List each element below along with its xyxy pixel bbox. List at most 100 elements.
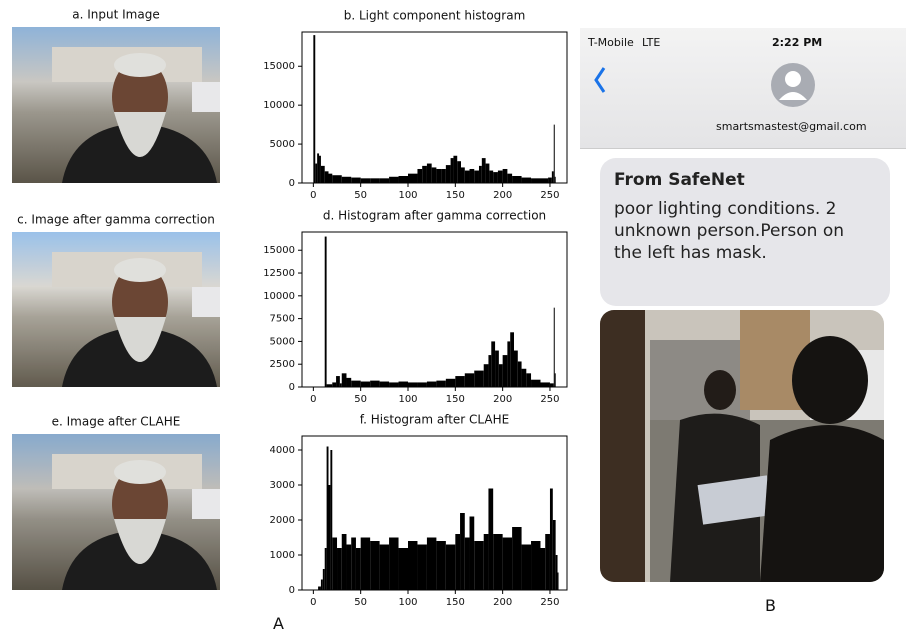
histogram-bar [455, 534, 461, 590]
histogram-bar [507, 341, 511, 387]
histogram-bar [346, 377, 352, 387]
message-text: poor lighting conditions. 2 unknown pers… [614, 199, 845, 263]
image-caption: c. Image after gamma correction [17, 213, 215, 227]
histogram-bar [554, 176, 556, 183]
sender: From SafeNet [614, 170, 745, 190]
image-caption: e. Image after CLAHE [52, 415, 181, 429]
histogram-bar [453, 155, 458, 183]
histogram-bar [346, 544, 352, 590]
histogram-bar [531, 178, 541, 183]
histogram-bar [408, 382, 418, 387]
person-beard [114, 112, 166, 157]
network: LTE [642, 36, 661, 49]
histogram-bar [502, 537, 513, 590]
histogram-bar [317, 153, 320, 183]
avatar-body [779, 92, 807, 100]
y-tick-label: 0 [289, 382, 295, 393]
histogram-bar [551, 171, 554, 183]
histogram-bar [322, 569, 325, 590]
car [192, 489, 220, 519]
histogram-bar [370, 178, 380, 183]
contact: smartsmastest@gmail.com [716, 120, 867, 133]
histogram-bar [464, 537, 470, 590]
histogram-bar [488, 488, 494, 590]
histogram-bar [485, 163, 490, 183]
histogram-bar [339, 383, 342, 387]
chart-title: b. Light component histogram [344, 9, 526, 23]
histogram-bar [341, 176, 352, 183]
histogram-bar [436, 541, 446, 590]
chart-title: f. Histogram after CLAHE [360, 413, 509, 427]
histogram-bar [326, 384, 333, 387]
y-tick-label: 1000 [270, 550, 295, 561]
histogram-bar [360, 537, 371, 590]
histogram-bar [320, 579, 323, 590]
histogram-bar [488, 355, 492, 387]
histogram-bar [531, 379, 541, 387]
panel-label: A [273, 614, 284, 633]
message-bubble: From SafeNet poor lighting conditions. 2… [600, 158, 890, 306]
histogram-bar [450, 158, 454, 183]
histogram-bar [474, 170, 479, 183]
histogram-bar [489, 170, 494, 183]
histogram-bar [360, 381, 371, 387]
histogram-bar [341, 534, 347, 590]
panel-label: B [765, 596, 776, 615]
histogram-bar [441, 168, 446, 183]
histogram-bar [330, 450, 333, 590]
y-tick-label: 12500 [263, 268, 295, 279]
histogram-bar [461, 167, 465, 183]
histogram-bar [497, 170, 503, 183]
y-tick-label: 3000 [270, 480, 295, 491]
histogram-bar [552, 520, 556, 590]
histogram-bar [332, 537, 338, 590]
y-tick-label: 0 [289, 585, 295, 596]
clock: 2:22 PM [772, 36, 823, 49]
message-header: T-Mobile LTE 2:22 PM smartsmastest@gmail… [580, 28, 906, 149]
header-icons [594, 63, 815, 107]
plot-frame [301, 231, 568, 388]
histogram-bar [545, 534, 550, 590]
histogram-bar [521, 368, 527, 387]
x-tick-label: 0 [310, 394, 316, 405]
histogram-bar [498, 364, 503, 387]
y-tick-label: 2500 [270, 359, 295, 370]
image-caption: a. Input Image [72, 8, 159, 22]
phone-screenshot: T-Mobile LTE 2:22 PM smartsmastest@gmail… [580, 28, 906, 590]
person-hair [114, 258, 166, 282]
person-beard [114, 317, 166, 362]
histogram-bar [328, 173, 333, 183]
histogram-bar [548, 177, 552, 183]
histogram-bar [370, 541, 380, 590]
histogram-bar [426, 537, 437, 590]
histogram-bar [512, 175, 522, 183]
histogram-bar [557, 572, 559, 590]
histogram-bar [512, 527, 522, 590]
histogram-bar [398, 175, 408, 183]
histogram-bar [493, 534, 503, 590]
histogram-bar [351, 177, 361, 183]
histogram-bar [324, 171, 329, 183]
histogram-bar [436, 380, 446, 387]
histogram-bar [521, 544, 532, 590]
histogram-bar [324, 548, 327, 590]
x-tick-label: 200 [493, 394, 512, 405]
histogram-bar [320, 165, 325, 183]
y-tick-label: 10000 [263, 291, 295, 302]
histogram-bar [319, 155, 321, 183]
back-arrow [594, 67, 606, 93]
histogram-bar [351, 537, 356, 590]
histogram-bar [315, 163, 318, 183]
histogram-bar [457, 161, 461, 183]
car [192, 82, 220, 112]
histogram-bar [332, 175, 342, 183]
histogram-bar [389, 537, 399, 590]
histogram-bar [417, 544, 427, 590]
histogram-bar [445, 544, 456, 590]
histogram-bar [422, 165, 427, 183]
y-tick-label: 10000 [263, 100, 295, 111]
histogram-bar [417, 382, 427, 387]
histogram-bar [555, 555, 558, 590]
histogram-bar [389, 176, 399, 183]
histogram-bar [554, 373, 556, 387]
